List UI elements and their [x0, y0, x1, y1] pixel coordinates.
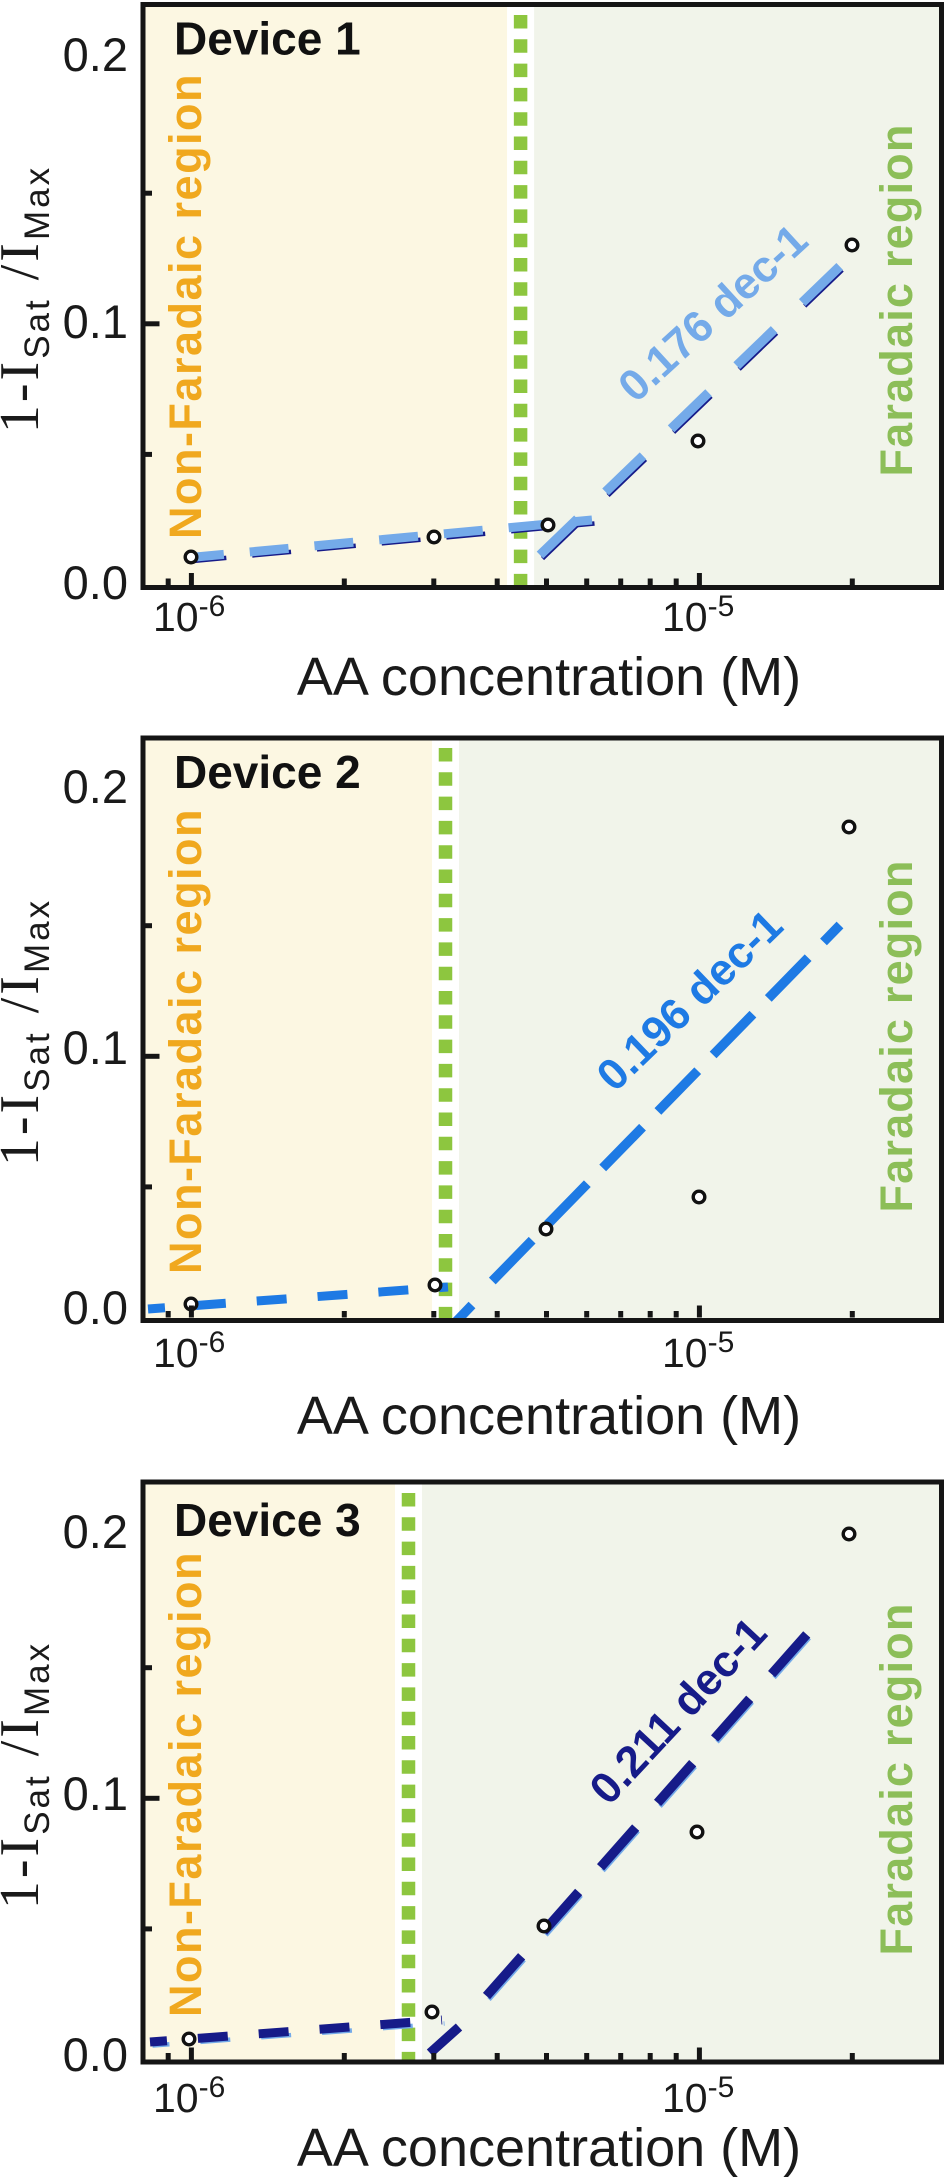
svg-text:Faradaic region: Faradaic region — [871, 1602, 922, 1955]
svg-text:0.0: 0.0 — [63, 1281, 128, 1334]
svg-text:Device 2: Device 2 — [174, 746, 361, 798]
svg-text:0.1: 0.1 — [63, 1021, 128, 1074]
svg-text:Non-Faradaic region: Non-Faradaic region — [160, 73, 211, 539]
svg-text:0.1: 0.1 — [63, 295, 128, 348]
svg-text:AA concentration (M): AA concentration (M) — [297, 2118, 801, 2178]
svg-text:AA concentration (M): AA concentration (M) — [297, 647, 801, 707]
svg-text:0.2: 0.2 — [63, 1505, 128, 1558]
svg-text:Non-Faradaic region: Non-Faradaic region — [160, 1551, 211, 2017]
svg-text:0.1: 0.1 — [63, 1767, 128, 1820]
svg-text:Faradaic region: Faradaic region — [871, 123, 922, 476]
svg-text:Device 1: Device 1 — [174, 13, 361, 65]
svg-text:Non-Faradaic region: Non-Faradaic region — [160, 808, 211, 1274]
svg-text:Device 3: Device 3 — [174, 1494, 361, 1546]
svg-text:AA concentration (M): AA concentration (M) — [297, 1386, 801, 1446]
svg-text:0.2: 0.2 — [63, 760, 128, 813]
svg-text:0.0: 0.0 — [63, 2028, 128, 2081]
svg-text:Faradaic region: Faradaic region — [871, 859, 922, 1212]
svg-text:0.2: 0.2 — [63, 28, 128, 81]
svg-text:0.0: 0.0 — [63, 556, 128, 609]
